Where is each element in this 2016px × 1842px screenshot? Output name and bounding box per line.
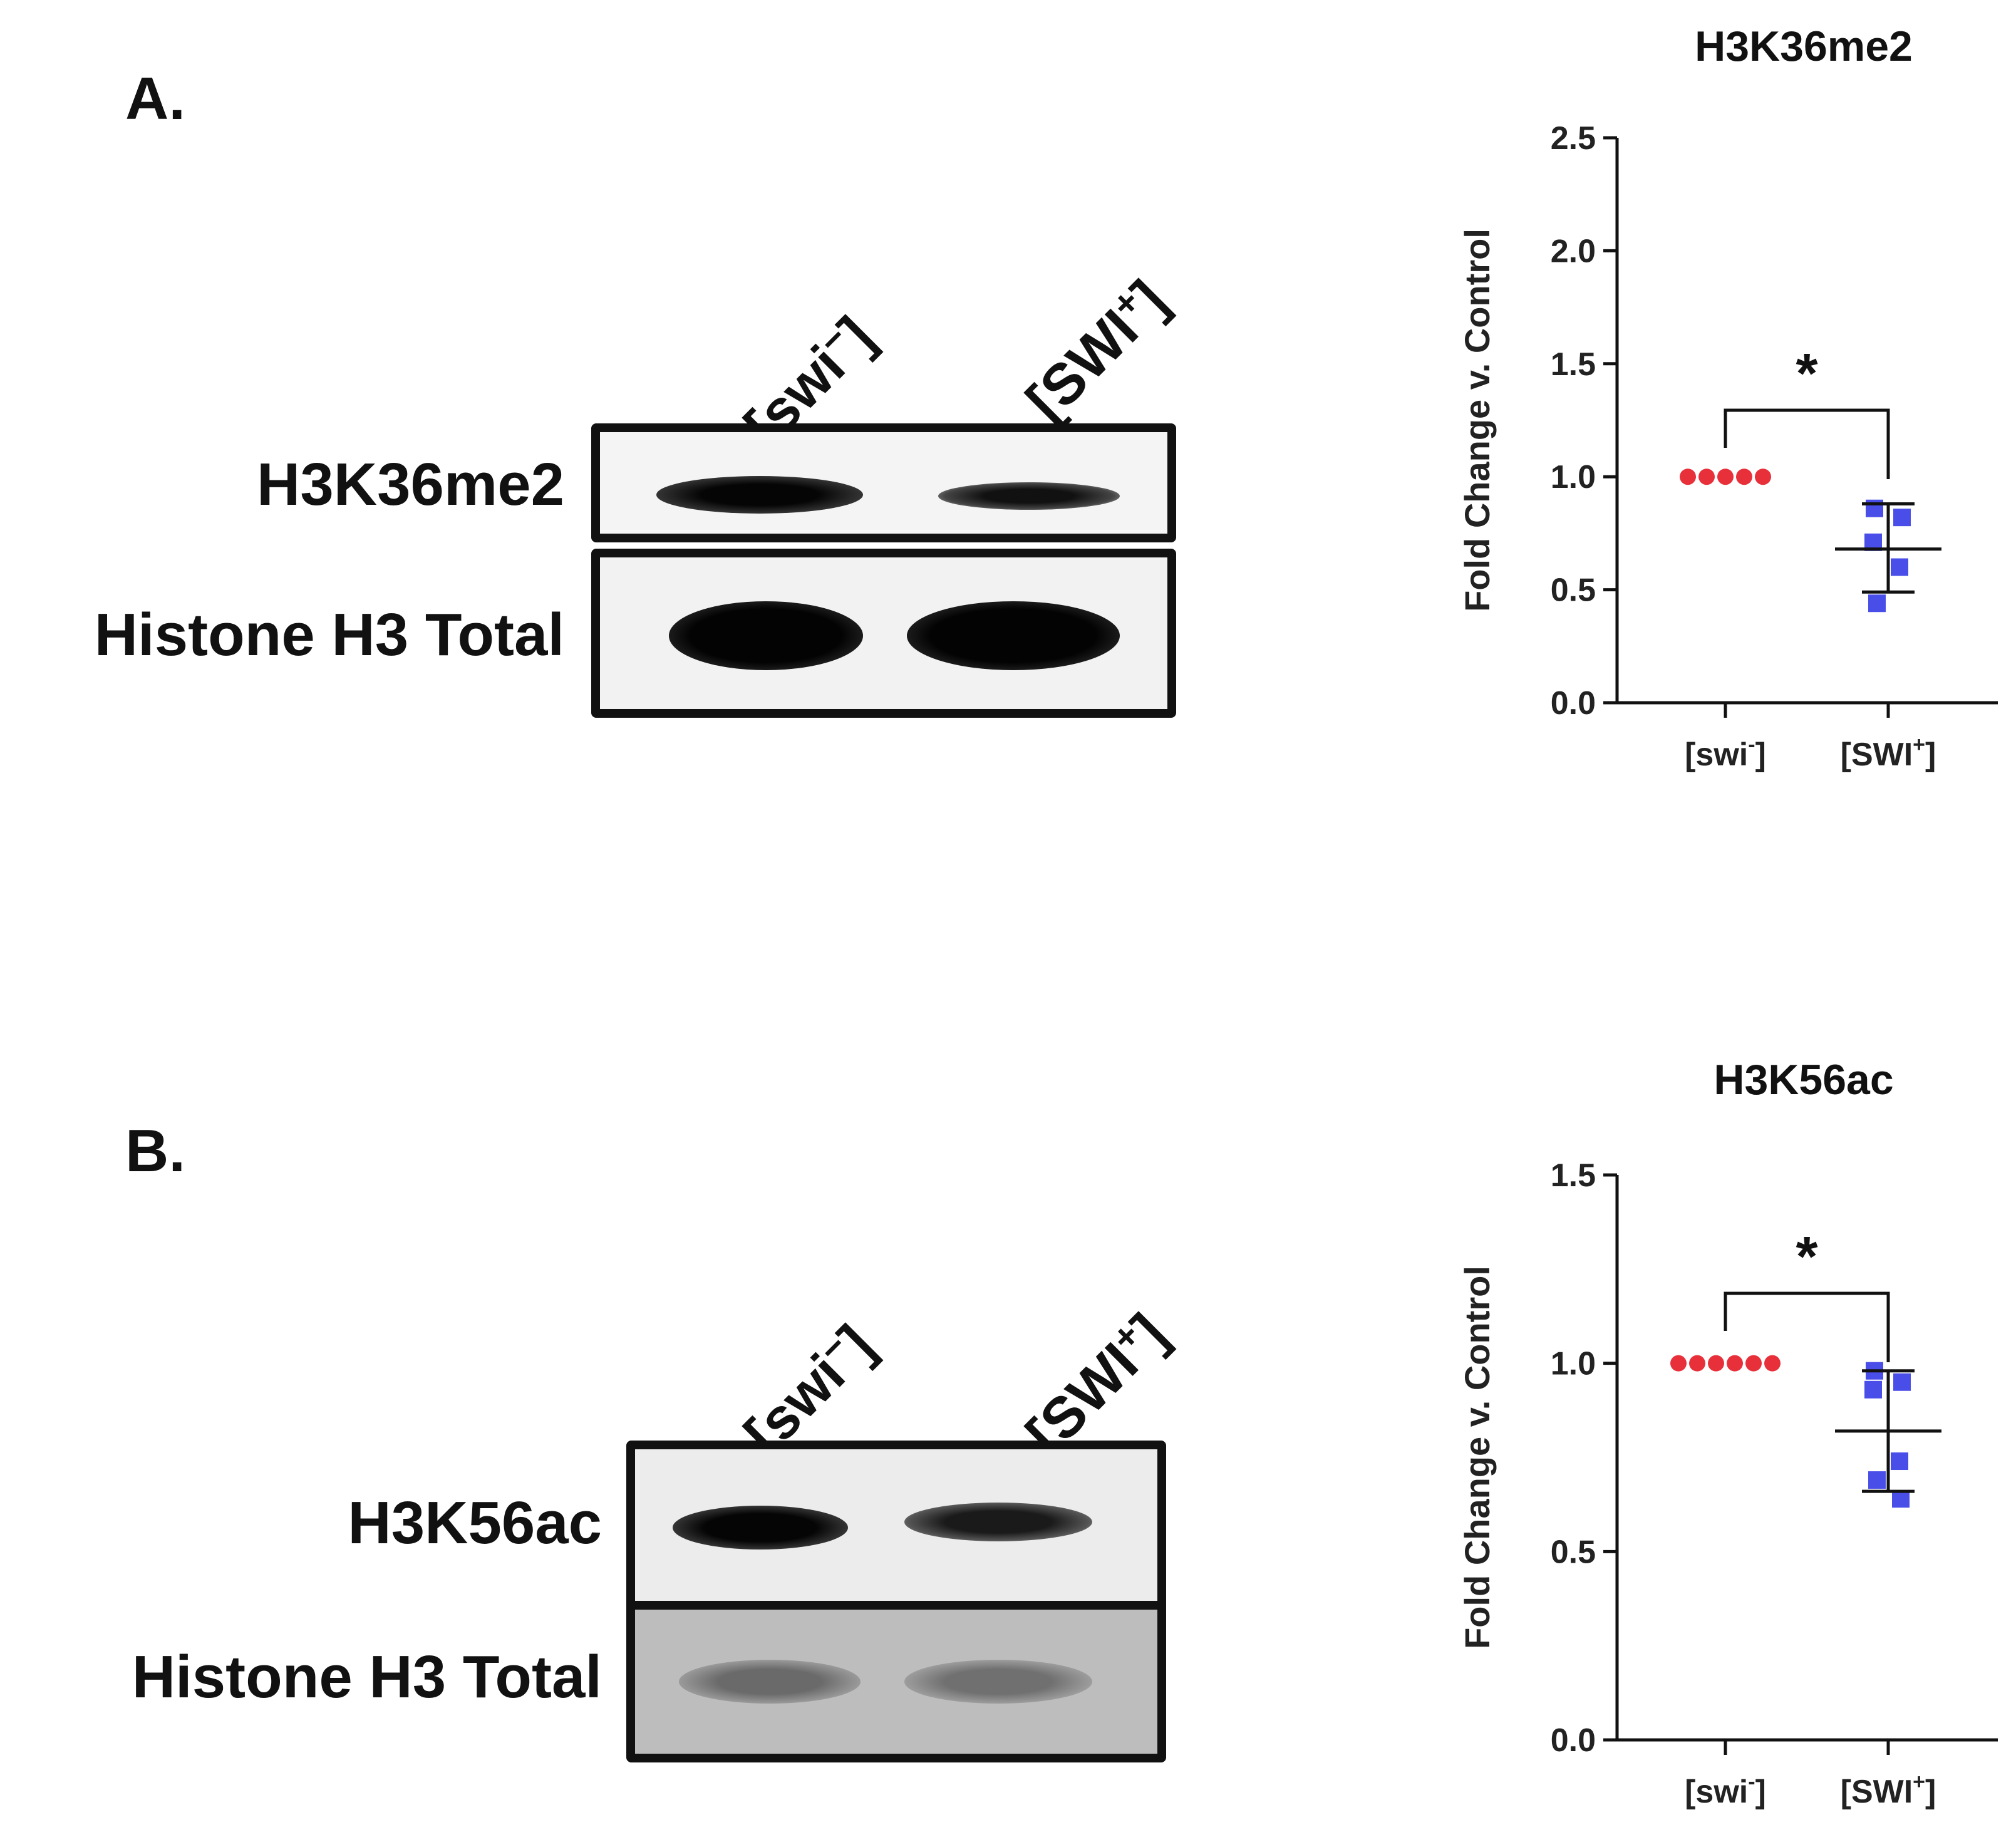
blot-row-label-h3-total-b: Histone H3 Total — [132, 1643, 602, 1710]
data-point-control — [1717, 468, 1734, 485]
chart-title-a: H3K36me2 — [1695, 23, 1913, 70]
blot-row-label-h3-total-a: Histone H3 Total — [94, 601, 564, 668]
data-point-treatment — [1866, 499, 1883, 517]
data-point-control — [1736, 468, 1752, 485]
data-point-control — [1680, 468, 1696, 485]
data-point-treatment — [1893, 509, 1911, 527]
y-tick-label: 1.0 — [1551, 459, 1596, 495]
y-tick-label: 1.0 — [1551, 1346, 1596, 1382]
y-tick-label: 1.5 — [1551, 346, 1596, 383]
chart-h3k36me2: 0.0 0.5 1.0 1.5 2.0 2.5 Fold Change v. Control… — [1457, 120, 1998, 773]
chart-title-b: H3K56ac — [1714, 1056, 1894, 1104]
y-tick-label: 0.0 — [1551, 1722, 1596, 1759]
x-tick-label: [swi-] — [1685, 733, 1766, 773]
y-tick-label: 2.0 — [1551, 233, 1596, 269]
panel-letter-a: A. — [125, 65, 185, 132]
data-point-treatment — [1864, 1380, 1882, 1399]
significance-star: * — [1796, 343, 1817, 405]
data-point-treatment — [1891, 1452, 1908, 1471]
y-tick-label: 0.5 — [1551, 1534, 1596, 1570]
y-tick-label: 2.5 — [1551, 120, 1596, 157]
data-point-control — [1764, 1355, 1781, 1372]
data-point-control — [1745, 1355, 1762, 1372]
lane-label-swi-plus: [SWI+] — [1014, 268, 1179, 433]
data-point-treatment — [1868, 594, 1886, 613]
data-point-control — [1689, 1355, 1705, 1372]
data-point-control — [1708, 1355, 1724, 1372]
band — [904, 1660, 1092, 1704]
data-point-control — [1670, 1355, 1687, 1372]
band — [904, 1503, 1092, 1541]
data-point-treatment — [1893, 1373, 1911, 1391]
blot-strip-h3k36me2 — [591, 423, 1176, 542]
data-point-treatment — [1892, 1490, 1910, 1508]
blot-strip-h3-total-b — [626, 1601, 1166, 1762]
band — [669, 601, 863, 670]
data-point-control — [1698, 468, 1715, 485]
blot-strip-h3k56ac — [626, 1441, 1166, 1610]
x-tick-label: [SWI+] — [1841, 1770, 1936, 1810]
x-tick-label: [swi-] — [1685, 1770, 1766, 1810]
x-tick-label: [SWI+] — [1841, 733, 1936, 773]
y-axis-label: Fold Change v. Control — [1457, 1266, 1497, 1649]
chart-h3k56ac: 0.0 0.5 1.0 1.5 Fold Change v. Control [swi-]… — [1457, 1157, 1998, 1810]
band — [656, 476, 863, 514]
y-axis-label: Fold Change v. Control — [1457, 229, 1497, 612]
blot-row-label-h3k36me2: H3K36me2 — [257, 451, 564, 518]
band — [673, 1506, 848, 1550]
blot-row-label-h3k56ac: H3K56ac — [348, 1489, 602, 1556]
band — [907, 601, 1120, 670]
data-point-treatment — [1891, 558, 1908, 576]
blot-strip-h3-total-a — [591, 549, 1176, 718]
y-tick-label: 0.5 — [1551, 572, 1596, 609]
data-point-treatment — [1868, 1471, 1886, 1489]
y-tick-label: 1.5 — [1551, 1157, 1596, 1194]
significance-star: * — [1796, 1226, 1817, 1288]
significance-bracket — [1724, 408, 1890, 479]
band — [679, 1660, 861, 1704]
data-point-control — [1727, 1355, 1743, 1372]
significance-bracket — [1724, 1291, 1890, 1362]
band — [938, 482, 1120, 510]
y-tick-label: 0.0 — [1551, 685, 1596, 722]
data-point-control — [1755, 468, 1771, 485]
panel-letter-b: B. — [125, 1117, 185, 1184]
